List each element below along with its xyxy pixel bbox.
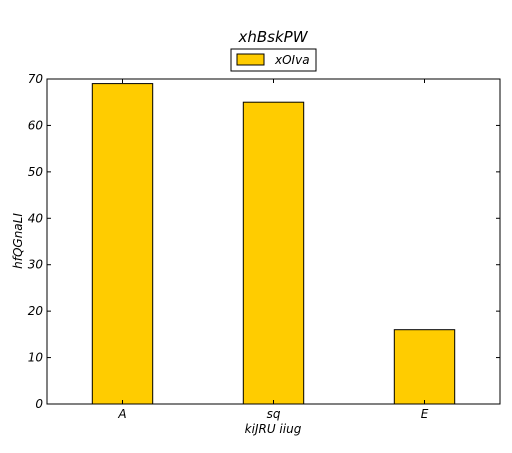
legend-label: xOIva (274, 53, 310, 67)
x-tick-label-sq: sq (267, 407, 281, 421)
y-tick-label-40: 40 (28, 211, 44, 225)
y-tick-label-10: 10 (28, 351, 44, 365)
x-axis-label: kiJRU iiug (245, 422, 302, 436)
x-tick-label-E: E (421, 407, 429, 421)
y-tick-label-70: 70 (28, 72, 44, 86)
y-tick-label-20: 20 (28, 304, 44, 318)
chart-title: xhBskPW (237, 28, 308, 46)
legend-swatch (236, 53, 265, 66)
y-axis-label: hfQGnaLI (11, 213, 25, 269)
legend: xOIva (230, 48, 317, 72)
y-ticks-group: 0 10 20 30 40 50 60 70 (28, 72, 500, 411)
bar-A (91, 83, 154, 405)
plot-frame (46, 78, 501, 405)
y-tick-label-30: 30 (28, 258, 44, 272)
y-tick-label-50: 50 (28, 165, 44, 179)
bar-E (393, 329, 456, 405)
bar-sq (242, 101, 305, 405)
x-tick-label-A: A (117, 407, 126, 421)
bars-group (91, 83, 456, 405)
y-tick-label-60: 60 (28, 118, 44, 132)
y-tick-label-0: 0 (35, 397, 43, 411)
